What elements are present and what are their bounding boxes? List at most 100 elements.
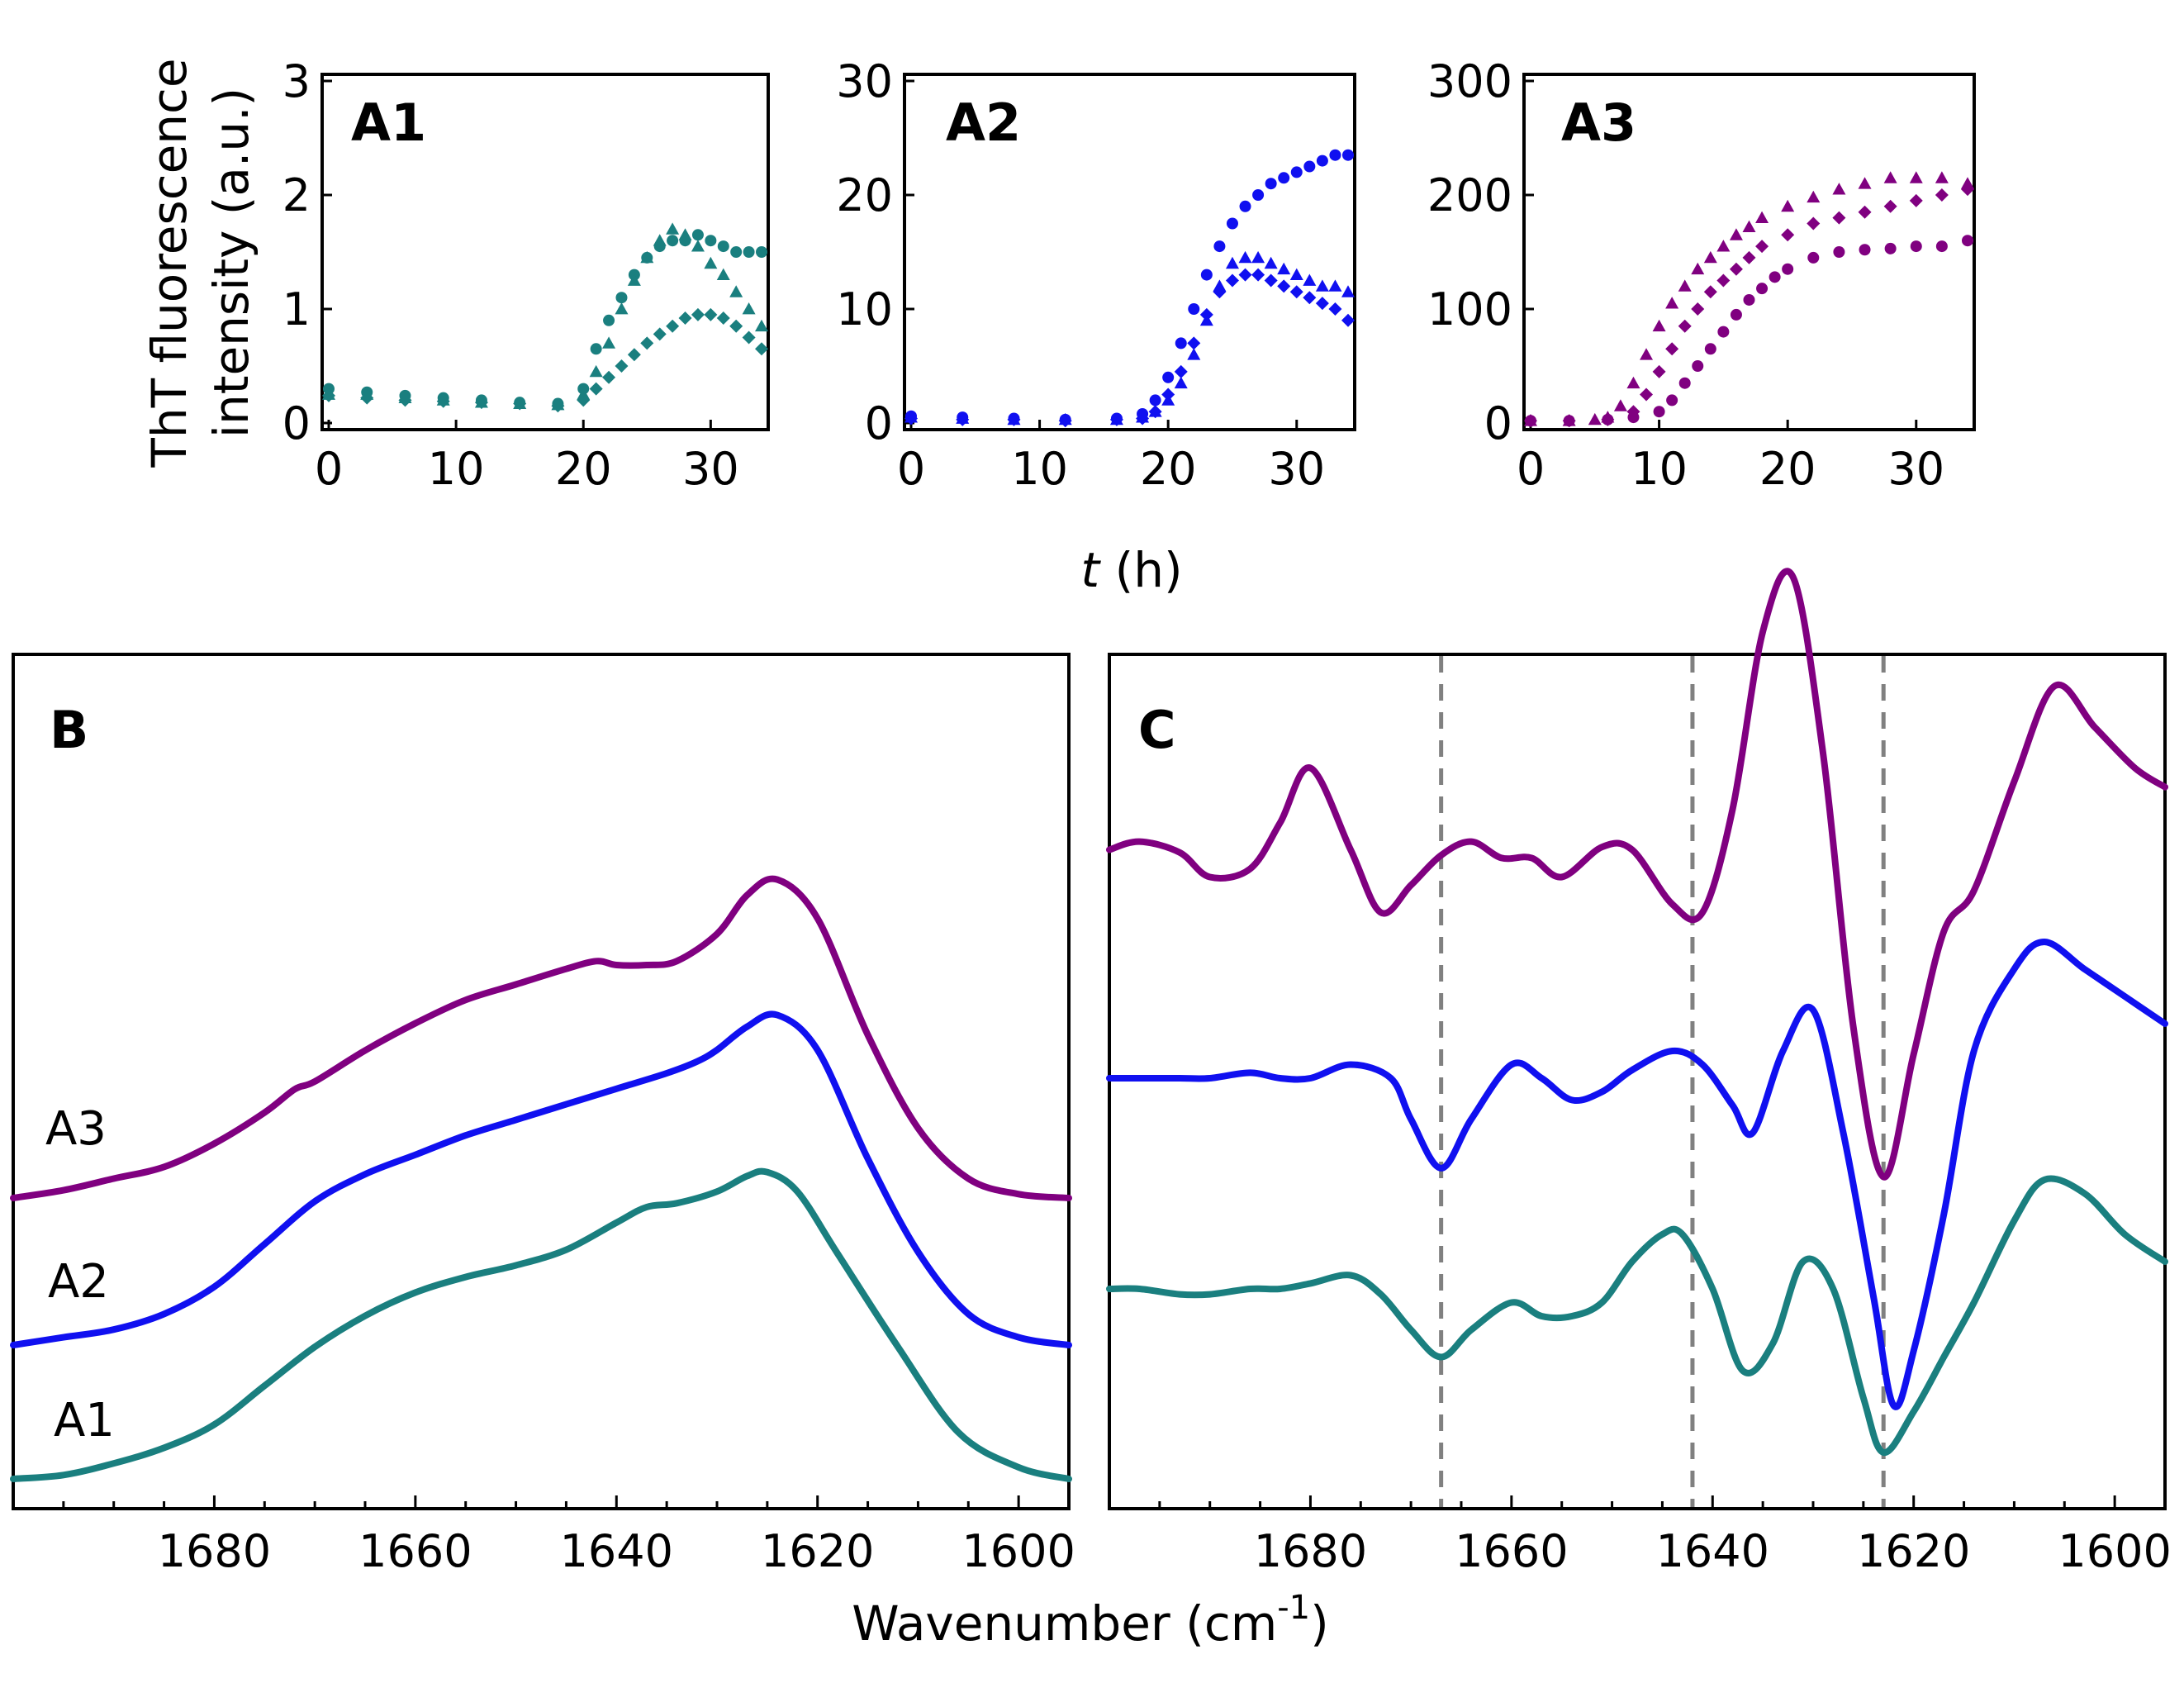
a2-ytick-label: 30 (836, 55, 893, 107)
a3-point-triangle (1832, 183, 1846, 195)
bottom-x-label: Wavenumber (cm-1) (852, 1589, 1329, 1652)
b-curve-a3 (10, 875, 1072, 1201)
a1-point-diamond (666, 319, 680, 333)
a3-point-triangle (1755, 211, 1769, 223)
a1-ytick-label: 0 (282, 397, 311, 449)
a2-point-diamond (1251, 268, 1265, 282)
a3-point-triangle (1883, 171, 1897, 183)
panel-c-ticks: 1680 1660 1640 1620 1600 (1158, 1495, 2172, 1577)
a3-point-diamond (1601, 412, 1615, 426)
a1-point-diamond (589, 382, 603, 396)
a1-point-diamond (716, 311, 730, 326)
a3-point-diamond (1640, 387, 1654, 402)
a1-point-triangle (678, 228, 692, 240)
a2-point-triangle (1289, 268, 1303, 280)
a3-point-circle (1910, 240, 1922, 253)
a2-point-circle (1329, 149, 1341, 161)
a1-point-diamond (729, 319, 743, 333)
a3-point-triangle (1807, 190, 1821, 203)
a3-point-circle (1807, 251, 1820, 264)
a1-point-diamond (640, 336, 654, 350)
b-xtick-label: 1640 (560, 1525, 673, 1577)
panel-a2-frame (903, 73, 1356, 431)
top-x-label-unit: (h) (1099, 542, 1182, 598)
panel-c: 1680 1660 1640 1620 1600 C (1106, 568, 2172, 1577)
a3-point-circle (1756, 283, 1769, 295)
a3-point-triangle (1626, 376, 1640, 389)
panel-b-series-label-a1: A1 (54, 1394, 115, 1448)
a2-point-triangle (1303, 273, 1317, 286)
a1-point-diamond (653, 327, 667, 341)
a3-point-circle (1692, 360, 1704, 372)
b-curve-a1 (10, 1167, 1072, 1482)
a3-point-diamond (1703, 285, 1717, 299)
a2-point-diamond (956, 412, 970, 426)
a3-point-triangle (1665, 297, 1679, 309)
a1-point-triangle (691, 240, 705, 252)
a1-point-diamond (513, 397, 527, 411)
c-curve-a1 (1106, 1175, 2168, 1456)
top-x-label-var: t (1080, 542, 1101, 598)
a1-point-triangle (627, 273, 641, 286)
panel-b-label: B (50, 700, 88, 760)
a1-point-diamond (398, 393, 412, 407)
a3-point-circle (1859, 244, 1871, 256)
a1-point-circle (743, 246, 755, 258)
a1-xtick-label: 20 (555, 443, 612, 495)
a3-xtick-label: 20 (1759, 443, 1816, 495)
a1-point-diamond (322, 388, 335, 402)
a3-xtick-label: 0 (1517, 443, 1545, 495)
a2-xtick-label: 10 (1011, 443, 1068, 495)
c-xtick-label: 1660 (1455, 1525, 1568, 1577)
a2-point-diamond (1148, 405, 1162, 419)
a2-point-circle (1188, 303, 1200, 315)
a1-point-diamond (436, 394, 450, 408)
a1-point-diamond (742, 330, 756, 345)
a1-ytick-label: 3 (282, 55, 311, 107)
b-xtick-label: 1680 (158, 1525, 271, 1577)
a2-point-diamond (1213, 285, 1227, 299)
a3-point-diamond (1858, 205, 1872, 219)
panel-a1-frame (320, 73, 770, 431)
a3-point-diamond (1781, 228, 1795, 242)
panel-b-series-label-a2: A2 (48, 1255, 109, 1309)
a1-point-diamond (678, 311, 692, 326)
a3-xtick-label: 30 (1887, 443, 1944, 495)
a2-point-circle (1278, 172, 1290, 184)
a2-point-circle (1175, 337, 1187, 349)
a1-point-triangle (755, 319, 768, 332)
a2-point-diamond (1315, 297, 1329, 311)
a3-point-diamond (1729, 262, 1743, 276)
a2-xtick-label: 30 (1268, 443, 1325, 495)
a2-point-circle (1239, 200, 1251, 212)
a3-point-triangle (1691, 262, 1705, 275)
panel-a2-label: A2 (946, 93, 1021, 153)
a3-point-circle (1769, 271, 1781, 283)
panel-a1-ticks: 0 10 20 30 0 1 2 3 (282, 55, 739, 495)
a3-point-circle (1962, 235, 1973, 247)
a2-point-triangle (1277, 262, 1291, 275)
top-x-label: t (h) (1080, 542, 1182, 598)
c-xtick-label: 1620 (1857, 1525, 1970, 1577)
a3-point-diamond (1652, 364, 1666, 378)
a1-point-diamond (755, 342, 768, 356)
a1-point-diamond (615, 359, 629, 373)
a2-point-triangle (1225, 256, 1239, 269)
panel-b: 1680 1660 1640 1620 1600 B A3 A2 A1 (10, 653, 1075, 1577)
a2-point-circle (1252, 189, 1265, 201)
a3-ytick-label: 0 (1484, 397, 1512, 449)
a1-xtick-label: 30 (682, 443, 739, 495)
panel-a1: 0 10 20 30 0 1 2 3 A1 (282, 55, 770, 495)
panel-b-frame (12, 653, 1071, 1510)
a1-point-triangle (640, 250, 654, 264)
panel-a2-ticks: 0 10 20 30 0 10 20 30 (836, 55, 1325, 495)
a1-point-diamond (474, 396, 488, 410)
panel-a2: 0 10 20 30 0 10 20 30 A2 (836, 55, 1356, 495)
a2-point-circle (1290, 166, 1303, 178)
bottom-x-label-sup: -1 (1277, 1589, 1310, 1627)
a2-ytick-label: 20 (836, 169, 893, 221)
panel-c-frame (1108, 653, 2167, 1510)
bottom-x-label-close: ) (1310, 1595, 1329, 1652)
a3-point-circle (1717, 326, 1730, 338)
panel-a2-points (904, 149, 1355, 428)
